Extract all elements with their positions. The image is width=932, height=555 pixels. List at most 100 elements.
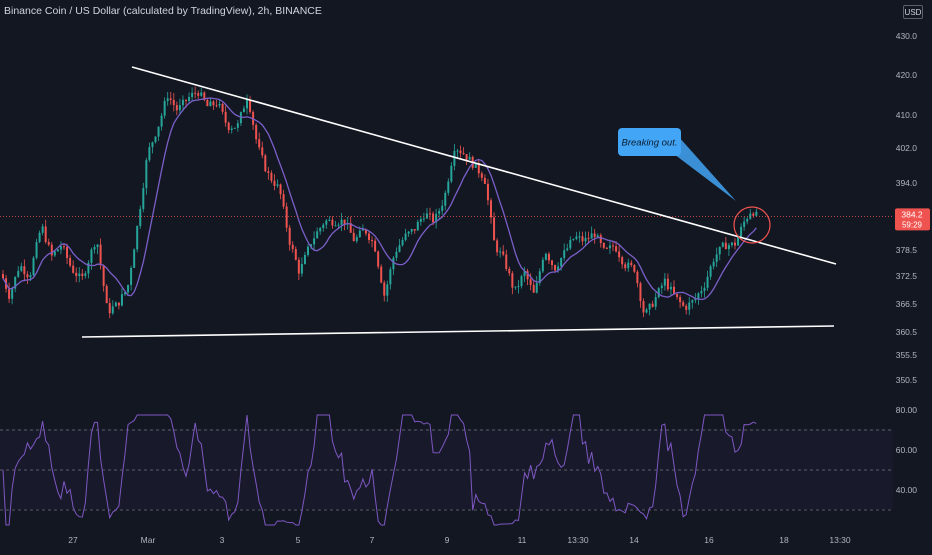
candle-body (111, 306, 114, 314)
candle-body (563, 250, 566, 258)
candle-body (163, 101, 166, 116)
candle-body (59, 246, 62, 250)
candle-body (383, 282, 386, 296)
candle-body (224, 111, 227, 123)
candle-body (514, 286, 517, 288)
candle-body (465, 154, 468, 160)
callout-box[interactable] (618, 128, 681, 156)
candle-body (41, 226, 44, 233)
candle-body (682, 302, 685, 306)
candle-body (410, 229, 413, 232)
candle-body (486, 183, 489, 201)
candle-body (462, 153, 465, 155)
candle-body (139, 208, 142, 226)
candle-body (694, 298, 697, 301)
candle-body (715, 254, 718, 262)
candle-body (669, 286, 672, 290)
candle-body (718, 246, 721, 255)
candle-body (679, 297, 682, 303)
candle-body (590, 233, 593, 239)
candle-body (212, 101, 215, 106)
candle-body (435, 213, 438, 223)
candle-body (648, 303, 651, 310)
candle-body (188, 96, 191, 101)
candle-body (490, 200, 492, 218)
breakout-circle[interactable] (733, 206, 771, 244)
candle-body (117, 302, 120, 306)
candle-body (703, 287, 706, 291)
candle-body (175, 105, 178, 111)
x-tick-label: 13:30 (829, 535, 851, 545)
candle-body (236, 123, 239, 128)
candle-body (26, 274, 29, 278)
candle-body (264, 155, 267, 172)
candle-body (560, 257, 563, 267)
chart-title: Binance Coin / US Dollar (calculated by … (4, 5, 322, 17)
candle-body (371, 240, 374, 242)
candle-body (569, 240, 572, 249)
candle-body (17, 270, 20, 277)
descending-trendline[interactable] (131, 66, 837, 265)
candle-body (313, 238, 316, 245)
candle-body (377, 251, 380, 267)
candle-body (90, 249, 93, 263)
candle-body (307, 246, 309, 255)
price-tick-label: 410.0 (896, 110, 918, 120)
candle-body (654, 297, 657, 307)
candle-body (294, 249, 297, 260)
currency-button[interactable]: USD (903, 5, 923, 19)
candle-body (499, 251, 502, 253)
candle-body (630, 262, 633, 265)
candle-body (651, 303, 654, 307)
candle-body (130, 267, 133, 285)
candle-body (599, 235, 602, 243)
candle-body (380, 266, 383, 283)
x-tick-label: 14 (629, 535, 639, 545)
candle-body (197, 93, 200, 96)
candle-body (191, 92, 194, 97)
horizontal-support-line[interactable] (81, 325, 835, 338)
candle-body (673, 286, 675, 294)
candle-body (468, 156, 471, 160)
candle-body (102, 265, 105, 287)
rsi-background-band (0, 429, 893, 509)
candle-body (493, 217, 496, 241)
candle-body (547, 253, 550, 261)
price-tick-label: 355.5 (896, 350, 918, 360)
candle-body (50, 244, 53, 256)
current-price-label: 384.2 (901, 209, 923, 219)
x-tick-label: 16 (704, 535, 714, 545)
candle-body (325, 220, 328, 225)
candle-body (249, 99, 252, 112)
candle-body (300, 263, 303, 274)
candle-body (572, 238, 575, 241)
candle-body (627, 262, 630, 269)
callout-pointer (666, 136, 736, 201)
candle-body (99, 244, 102, 266)
candle-body (114, 302, 117, 307)
candle-body (69, 258, 72, 266)
candle-body (246, 99, 248, 109)
candle-body (453, 150, 456, 166)
candle-body (734, 242, 736, 246)
rsi-tick-label: 60.00 (896, 445, 918, 455)
x-tick-label: 9 (445, 535, 450, 545)
candle-body (520, 276, 523, 287)
candle-body (447, 181, 450, 193)
candle-body (142, 188, 145, 209)
candle-body (660, 285, 663, 289)
candle-body (392, 257, 395, 270)
candle-body (526, 270, 529, 280)
candle-body (209, 101, 212, 107)
candle-body (511, 273, 514, 288)
candle-body (642, 301, 645, 313)
candle-body (203, 92, 206, 101)
candle-body (621, 257, 624, 265)
candle-body (386, 284, 389, 296)
candle-body (633, 264, 636, 272)
candle-body (477, 162, 480, 174)
candle-body (404, 233, 407, 241)
candle-body (355, 237, 358, 242)
